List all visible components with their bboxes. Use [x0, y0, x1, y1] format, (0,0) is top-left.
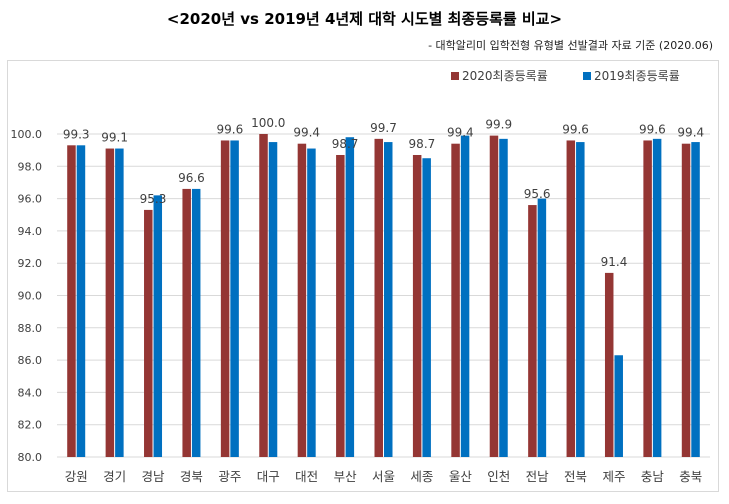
data-label-2020-광주: 99.6 [216, 122, 243, 136]
bar-2020-강원 [67, 145, 76, 457]
x-category-label: 강원 [65, 469, 88, 484]
data-label-2020-전북: 99.6 [562, 122, 589, 136]
data-label-2020-경북: 96.6 [178, 171, 205, 185]
data-label-2020-대구: 100.0 [251, 116, 285, 130]
bar-2019-충북 [691, 142, 700, 457]
bar-2020-대전 [297, 143, 307, 457]
x-category-label: 전남 [526, 469, 550, 484]
bar-2020-울산 [451, 143, 460, 457]
bar-2019-제주 [614, 355, 623, 457]
bars [67, 134, 700, 458]
data-label-2020-울산: 99.4 [447, 126, 474, 140]
data-label-2020-강원: 99.3 [63, 127, 90, 141]
y-tick-label: 98.0 [18, 160, 43, 173]
chart-frame [7, 60, 719, 492]
y-tick-label: 86.0 [18, 354, 43, 367]
bar-2019-서울 [384, 142, 393, 457]
bar-2020-부산 [336, 154, 345, 457]
bar-2019-울산 [460, 135, 470, 458]
x-category-label: 인천 [487, 469, 510, 484]
bar-2019-대구 [268, 142, 278, 457]
data-labels: 99.3 99.1 95.3 96.6 99.6 100.0 99.4 98.7 99.7 98.… [63, 116, 704, 269]
bar-2020-전북 [566, 140, 576, 457]
bar-2020-충남 [643, 140, 652, 457]
y-tick-label: 100.0 [11, 128, 43, 141]
bar-2020-대구 [259, 134, 268, 457]
data-label-2020-서울: 99.7 [370, 121, 397, 135]
y-tick-label: 88.0 [18, 322, 43, 335]
legend-swatch-2020 [451, 72, 459, 80]
y-tick-label: 84.0 [18, 386, 43, 399]
y-tick-label: 82.0 [18, 419, 43, 432]
bar-2020-전남 [528, 205, 537, 457]
x-category-label: 세종 [410, 469, 433, 484]
bar-2019-충남 [652, 138, 662, 457]
legend-label-2020: 2020최종등록률 [462, 69, 548, 83]
data-label-2020-세종: 98.7 [409, 137, 436, 151]
x-category-label: 경북 [180, 469, 203, 484]
y-tick-label: 96.0 [18, 193, 43, 206]
bar-2019-대전 [307, 148, 316, 457]
x-category-label: 충북 [679, 469, 702, 484]
legend-label-2019: 2019최종등록률 [594, 69, 680, 83]
x-category-label: 제주 [602, 469, 625, 484]
x-category-label: 경기 [103, 469, 126, 484]
x-category-label: 경남 [142, 469, 166, 484]
x-axis-categories: 강원 경기 경남 경북 광주 대구 대전 부산 서울 세종 울산 인천 전남 전북 제주 충남 충북 [65, 469, 703, 484]
data-label-2020-충북: 99.4 [677, 126, 704, 140]
chart-title: <2020년 vs 2019년 4년제 대학 시도별 최종등록률 비교> [166, 10, 563, 28]
bar-2020-경기 [105, 148, 115, 457]
bar-2019-경남 [153, 195, 163, 457]
bar-2019-인천 [499, 138, 508, 457]
data-label-2020-부산: 98.7 [332, 137, 359, 151]
x-category-label: 부산 [334, 469, 358, 484]
bar-2020-충북 [681, 143, 691, 457]
bar-2019-세종 [422, 158, 431, 457]
gridlines [57, 133, 710, 458]
bar-2019-부산 [345, 137, 355, 458]
bar-2019-경북 [191, 188, 201, 457]
legend-swatch-2019 [583, 72, 591, 80]
bar-2020-제주 [604, 272, 614, 457]
y-tick-label: 90.0 [18, 290, 43, 303]
x-category-label: 울산 [449, 469, 473, 484]
data-label-2020-제주: 91.4 [601, 255, 628, 269]
data-label-2020-인천: 99.9 [485, 118, 512, 132]
x-category-label: 대구 [257, 469, 280, 484]
x-category-label: 광주 [218, 469, 241, 484]
data-label-2020-충남: 99.6 [639, 122, 666, 136]
y-tick-label: 92.0 [18, 257, 43, 270]
data-label-2020-경기: 99.1 [101, 131, 128, 145]
x-category-label: 충남 [641, 469, 665, 484]
bar-2020-광주 [220, 140, 230, 457]
bar-2020-세종 [412, 154, 422, 457]
y-tick-label: 94.0 [18, 225, 43, 238]
bar-2020-경남 [144, 209, 153, 457]
x-category-label: 전북 [564, 469, 587, 484]
bar-2019-강원 [76, 145, 86, 457]
bar-2020-인천 [489, 135, 499, 458]
chart-subtitle: - 대학알리미 입학전형 유형별 선발결과 자료 기준 (2020.06) [428, 39, 713, 52]
legend: 2020최종등록률 2019최종등록률 [451, 69, 680, 83]
data-label-2020-대전: 99.4 [293, 126, 320, 140]
bar-2019-전북 [576, 142, 585, 457]
bar-2019-광주 [230, 140, 239, 457]
x-category-label: 서울 [372, 469, 395, 484]
y-axis-ticks: 80.0 82.0 84.0 86.0 88.0 90.0 92.0 94.0 96.0 98.0… [11, 128, 43, 464]
x-category-label: 대전 [295, 469, 318, 484]
bar-2020-서울 [374, 138, 383, 457]
bar-2020-경북 [182, 188, 191, 457]
data-label-2020-경남: 95.3 [140, 192, 167, 206]
bar-2019-전남 [537, 198, 547, 457]
data-label-2020-전남: 95.6 [524, 187, 551, 201]
y-tick-label: 80.0 [18, 451, 43, 464]
bar-2019-경기 [115, 148, 124, 457]
